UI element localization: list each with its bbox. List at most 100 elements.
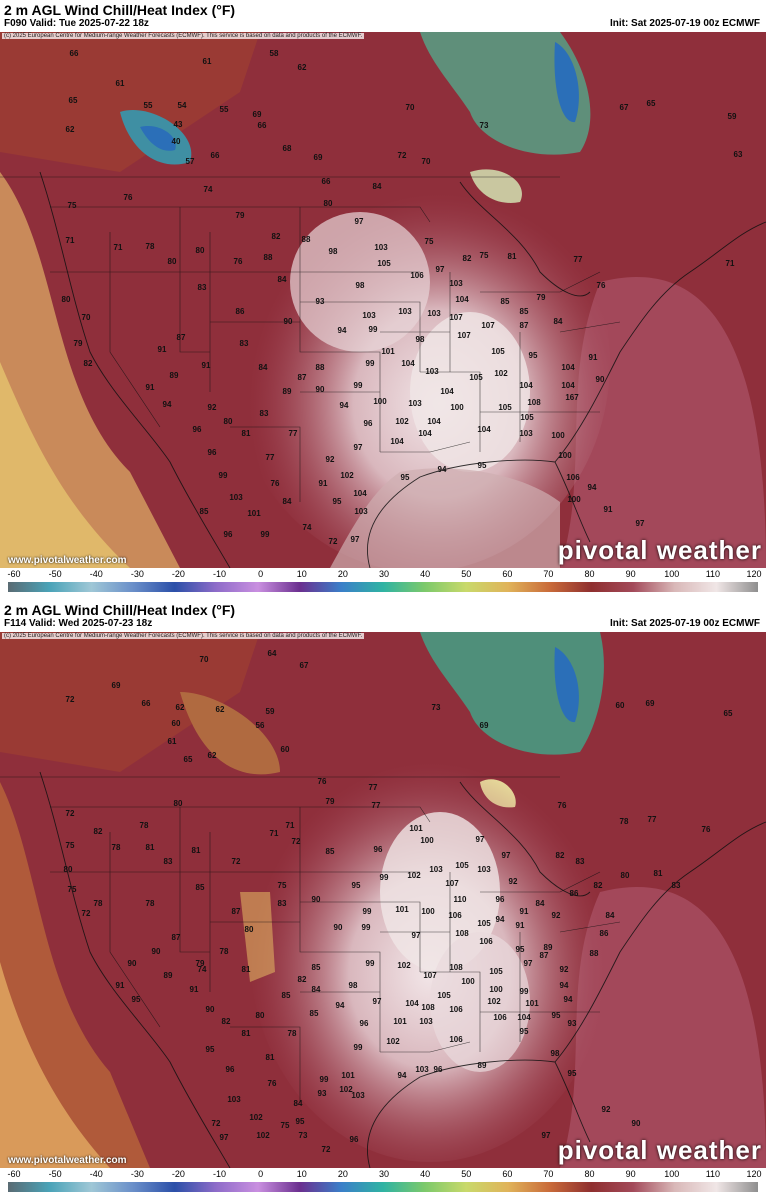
value-label: 83	[164, 857, 173, 866]
value-label: 76	[234, 257, 243, 266]
value-label: 75	[278, 881, 287, 890]
value-label: 75	[68, 885, 77, 894]
value-label: 105	[491, 347, 505, 356]
value-label: 66	[70, 49, 79, 58]
value-label: 72	[82, 909, 91, 918]
value-label: 100	[567, 495, 581, 504]
value-label: 91	[589, 353, 598, 362]
value-label: 103	[362, 311, 376, 320]
value-label: 100	[489, 985, 503, 994]
value-label: 66	[258, 121, 267, 130]
value-label: 100	[420, 836, 434, 845]
value-label: 95	[529, 351, 538, 360]
value-label: 66	[211, 151, 220, 160]
value-label: 75	[66, 841, 75, 850]
website-url[interactable]: www.pivotalweather.com	[8, 1155, 127, 1166]
value-label: 106	[566, 473, 580, 482]
value-label: 107	[445, 879, 459, 888]
value-label: 90	[334, 923, 343, 932]
value-label: 87	[540, 951, 549, 960]
value-label: 60	[172, 719, 181, 728]
value-label: 107	[423, 971, 437, 980]
value-label: 77	[369, 783, 378, 792]
value-label: 98	[349, 981, 358, 990]
value-label: 83	[198, 283, 207, 292]
value-label: 77	[574, 255, 583, 264]
value-label: 99	[354, 381, 363, 390]
value-label: 104	[440, 387, 454, 396]
value-label: 89	[170, 371, 179, 380]
value-label: 84	[294, 1099, 303, 1108]
value-label: 61	[203, 57, 212, 66]
colorbar-tick-label: -60	[7, 1169, 21, 1179]
value-label: 96	[226, 1065, 235, 1074]
value-label: 94	[336, 1001, 345, 1010]
value-label: 108	[455, 929, 469, 938]
value-label: 94	[496, 915, 505, 924]
value-label: 106	[448, 911, 462, 920]
value-label: 97	[502, 851, 511, 860]
colorbar-tick-label: 120	[746, 569, 762, 579]
value-label: 60	[281, 745, 290, 754]
value-label: 84	[373, 182, 382, 191]
value-label: 103	[415, 1065, 429, 1074]
value-label: 103	[449, 279, 463, 288]
value-label: 83	[576, 857, 585, 866]
value-label: 67	[620, 103, 629, 112]
value-label: 83	[240, 339, 249, 348]
value-label: 100	[421, 907, 435, 916]
value-label: 102	[249, 1113, 263, 1122]
map-area: 66 61 58 62 61 65 55 54 55 69 70 73 62 43 40 66 68 67 65 59…	[0, 32, 766, 568]
value-label: 73	[480, 121, 489, 130]
colorbar-tick-label: -20	[171, 1169, 185, 1179]
value-label: 103	[429, 865, 443, 874]
colorbar: -60 -50 -40 -30 -20 -10 0 10 20 30 40 50 60 70 80 90 100…	[0, 1168, 766, 1200]
value-label: 108	[449, 963, 463, 972]
colorbar-tick-label: 70	[543, 569, 554, 579]
value-label: 104	[405, 999, 419, 1008]
map-panel-bottom: 2 m AGL Wind Chill/Heat Index (°F) F114 …	[0, 600, 766, 1200]
value-label: 75	[425, 237, 434, 246]
value-label: 96	[208, 448, 217, 457]
value-label: 78	[620, 817, 629, 826]
value-label: 96	[496, 895, 505, 904]
value-label: 92	[208, 403, 217, 412]
value-label: 103	[351, 1091, 365, 1100]
value-label: 62	[176, 703, 185, 712]
colorbar-tick-label: 20	[337, 1169, 348, 1179]
colorbar-tick-label: 120	[746, 1169, 762, 1179]
value-label: 81	[242, 429, 251, 438]
value-label: 76	[558, 801, 567, 810]
value-label: 72	[322, 1145, 331, 1154]
value-label: 61	[168, 737, 177, 746]
value-label: 81	[242, 1029, 251, 1038]
valid-time: F114 Valid: Wed 2025-07-23 18z	[4, 618, 153, 629]
value-label: 80	[196, 246, 205, 255]
value-label: 78	[288, 1029, 297, 1038]
value-label: 104	[418, 429, 432, 438]
value-label: 66	[142, 699, 151, 708]
value-label: 90	[632, 1119, 641, 1128]
colorbar-tick-label: 50	[461, 1169, 472, 1179]
website-url[interactable]: www.pivotalweather.com	[8, 555, 127, 566]
value-label: 82	[556, 851, 565, 860]
value-label: 65	[69, 96, 78, 105]
value-label: 55	[144, 101, 153, 110]
value-label: 70	[200, 655, 209, 664]
value-labels: 70 64 67 69 66 62 62 59 73 72 60 56 60 69 65 61 60 69 65 62…	[64, 649, 733, 1154]
value-label: 69	[112, 681, 121, 690]
value-label: 91	[158, 345, 167, 354]
value-label: 75	[480, 251, 489, 260]
colorbar-tick-label: -50	[48, 569, 62, 579]
value-label: 91	[146, 383, 155, 392]
ecmwf-credit: (c) 2025 European Centre for Medium-rang…	[2, 633, 365, 639]
value-label: 90	[128, 959, 137, 968]
panel-header: 2 m AGL Wind Chill/Heat Index (°F) F090 …	[0, 0, 766, 32]
colorbar-tick-label: 50	[461, 569, 472, 579]
value-label: 90	[206, 1005, 215, 1014]
value-label: 93	[318, 1089, 327, 1098]
value-label: 84	[536, 899, 545, 908]
value-label: 93	[568, 1019, 577, 1028]
value-label: 91	[190, 985, 199, 994]
colorbar-tick-label: 30	[378, 569, 390, 579]
